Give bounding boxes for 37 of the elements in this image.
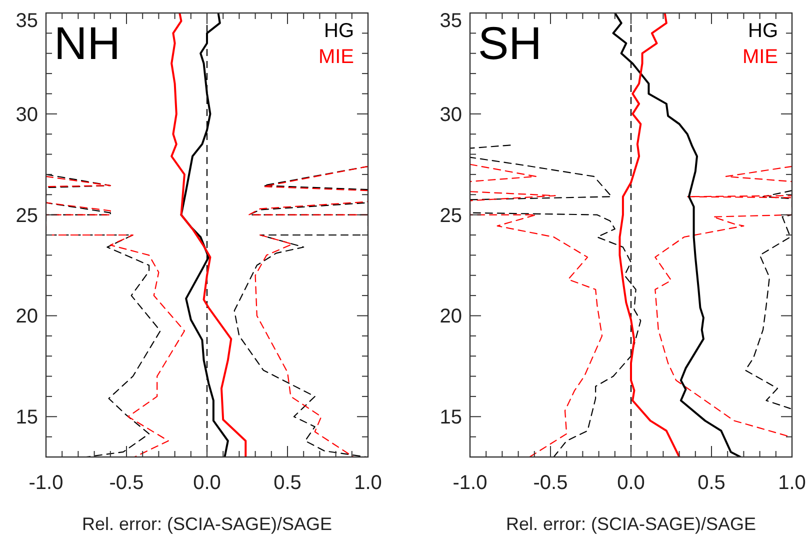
x-tick-label: 1.0: [778, 472, 806, 494]
x-axis-title: Rel. error: (SCIA-SAGE)/SAGE: [506, 514, 756, 534]
x-tick-label: -1.0: [452, 472, 488, 494]
x-tick-label: 0.5: [698, 472, 726, 494]
x-tick-label: -0.5: [109, 472, 144, 494]
y-tick-label: 25: [440, 204, 462, 227]
y-tick-label: 30: [16, 104, 38, 126]
y-tick-label: 35: [16, 10, 38, 32]
line-series: [170, 13, 247, 457]
line-series: [618, 13, 680, 457]
y-tick-label: 35: [440, 10, 462, 32]
chart-title: SH: [478, 17, 542, 69]
text: HG: [324, 20, 354, 42]
y-tick-label: 25: [16, 204, 38, 227]
line-series: [612, 13, 742, 457]
x-tick-label: -0.5: [533, 472, 568, 494]
y-tick-label: 30: [440, 104, 462, 126]
y-tick-label: 15: [440, 406, 462, 429]
line-series: [654, 166, 792, 438]
y-tick-label: 20: [440, 306, 462, 328]
line-series: [46, 174, 161, 457]
x-tick-label: 0.0: [193, 472, 221, 494]
x-tick-label: 1.0: [354, 472, 382, 494]
y-tick-label: 20: [16, 306, 38, 328]
x-tick-label: 0.0: [617, 472, 645, 494]
x-tick-label: -1.0: [28, 472, 64, 494]
line-series: [180, 13, 229, 457]
chart-title: NH: [54, 17, 120, 69]
text: MIE: [742, 46, 778, 68]
x-tick-label: 0.5: [274, 472, 302, 494]
x-axis-title: Rel. error: (SCIA-SAGE)/SAGE: [82, 514, 332, 534]
text: MIE: [318, 46, 354, 68]
text: HG: [748, 20, 778, 42]
line-series: [744, 190, 792, 410]
line-series: [470, 164, 603, 457]
y-tick-label: 15: [16, 406, 38, 429]
line-series: [46, 176, 186, 457]
